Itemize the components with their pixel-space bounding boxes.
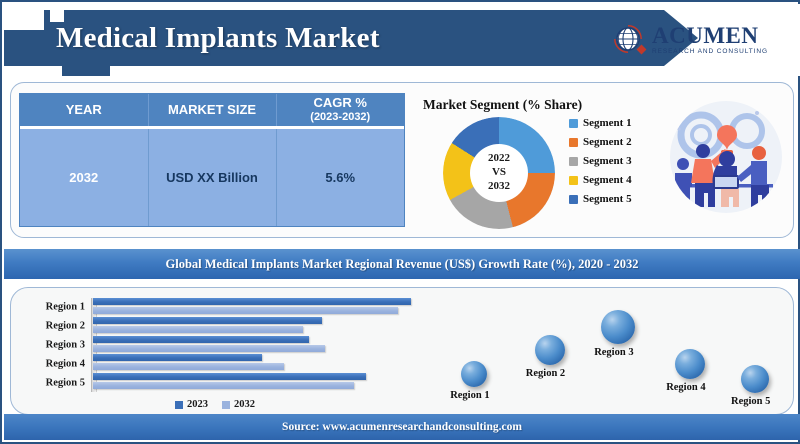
bar-legend-swatch-icon	[175, 400, 183, 409]
segment-chart-title: Market Segment (% Share)	[423, 97, 583, 112]
bar-2032	[93, 325, 303, 333]
bar-legend-item: 2023	[175, 399, 208, 410]
bar-2032	[93, 363, 284, 371]
header-notch-small	[50, 4, 64, 22]
bubble-point	[675, 349, 706, 380]
segment-legend: Segment 1 Segment 2 Segment 3 Segment 4 Segm…	[569, 117, 653, 205]
bar-category-label: Region 3	[45, 339, 85, 351]
legend-item-4: Segment 4	[569, 174, 653, 186]
market-summary-table: YEAR MARKET SIZE CAGR % (2023-2032) 2032…	[19, 93, 405, 227]
cell-market-size: USD XX Billion	[148, 127, 277, 226]
bubble-label: Region 5	[731, 396, 771, 408]
cagr-period: (2023-2032)	[310, 111, 371, 124]
cell-cagr: 5.6%	[276, 127, 404, 226]
legend-label: Segment 5	[583, 193, 632, 205]
bar-category-label: Region 4	[45, 358, 85, 370]
bar-legend-item: 2032	[222, 399, 255, 410]
header-notch	[4, 4, 44, 30]
bar-category-label: Region 5	[45, 377, 85, 389]
legend-label: Segment 3	[583, 155, 632, 167]
legend-swatch-icon	[569, 118, 578, 128]
bar-2032	[93, 344, 326, 352]
regional-bubble-chart: Region 1 Region 2 Region 3 Region 4 Region 5	[431, 290, 791, 414]
table-row: 2032 USD XX Billion 5.6%	[20, 127, 404, 226]
bar-group: Region 4	[46, 354, 411, 373]
bar-2032	[93, 307, 399, 314]
globe-icon	[612, 23, 647, 57]
segment-donut-chart: 2022 VS 2032	[443, 117, 555, 229]
bar-legend-label: 2032	[234, 399, 255, 410]
bubble-label: Region 1	[450, 390, 490, 402]
bubble-label: Region 4	[666, 382, 706, 394]
legend-swatch-icon	[569, 175, 578, 185]
bar-group: Region 1	[46, 298, 411, 317]
logo-tagline: RESEARCH AND CONSULTING	[652, 48, 768, 56]
legend-label: Segment 4	[583, 174, 632, 186]
header: Medical Implants Market ACUMEN RESEARCH …	[4, 4, 800, 76]
bar-2032	[93, 382, 354, 390]
legend-swatch-icon	[569, 156, 578, 166]
header-band	[4, 10, 698, 66]
regional-bar-chart: Region 1 Region 2 Region 3 Region 4 Region 5…	[25, 294, 415, 410]
cagr-label: CAGR %	[313, 95, 367, 110]
legend-item-1: Segment 1	[569, 117, 653, 129]
bar-legend-label: 2023	[187, 399, 208, 410]
bar-2023	[93, 335, 310, 343]
bar-2023	[93, 316, 322, 324]
bar-2023	[93, 298, 411, 305]
bubble-point	[741, 365, 769, 394]
cell-year: 2032	[20, 127, 149, 226]
bubble-label: Region 2	[525, 367, 566, 379]
bar-category-label: Region 2	[45, 320, 85, 332]
logo-name: ACUMEN	[652, 23, 759, 49]
table-header-row: YEAR MARKET SIZE CAGR % (2023-2032)	[20, 94, 404, 129]
summary-panel: YEAR MARKET SIZE CAGR % (2023-2032) 2032…	[10, 82, 794, 238]
bar-group: Region 5	[46, 373, 411, 392]
legend-label: Segment 1	[583, 117, 632, 129]
donut-center-line-2: VS	[491, 166, 507, 179]
charts-panel: Region 1 Region 2 Region 3 Region 4 Region 5…	[10, 287, 794, 415]
column-header-market-size: MARKET SIZE	[148, 94, 277, 129]
acumen-logo: ACUMEN RESEARCH AND CONSULTING	[612, 16, 792, 64]
bubble-point	[534, 334, 565, 365]
column-header-cagr: CAGR % (2023-2032)	[276, 94, 404, 129]
column-header-year: YEAR	[20, 94, 149, 129]
bar-category-label: Region 1	[45, 301, 85, 313]
legend-item-2: Segment 2	[569, 136, 653, 148]
legend-swatch-icon	[569, 194, 578, 204]
bar-2023	[93, 354, 262, 362]
bar-group: Region 2	[46, 316, 411, 336]
bar-chart-legend: 2023 2032	[175, 399, 255, 410]
bar-group: Region 3	[46, 335, 411, 355]
donut-center-line-3: 2032	[488, 179, 510, 192]
bar-legend-swatch-icon	[222, 400, 230, 409]
legend-swatch-icon	[569, 137, 578, 147]
source-text: Source: www.acumenresearchandconsulting.…	[282, 421, 522, 433]
header-tail	[62, 66, 110, 76]
bar-2023	[93, 373, 367, 381]
legend-label: Segment 2	[583, 136, 632, 148]
bubble-point	[461, 361, 488, 388]
page-title: Medical Implants Market	[56, 22, 380, 54]
section-banner-text: Global Medical Implants Market Regional …	[165, 256, 639, 271]
donut-center-label: 2022 VS 2032	[470, 144, 528, 202]
section-banner: Global Medical Implants Market Regional …	[4, 249, 800, 279]
bubble-label: Region 3	[594, 347, 634, 359]
donut-center-line-1: 2022	[488, 152, 510, 165]
legend-item-5: Segment 5	[569, 193, 653, 205]
footer: Source: www.acumenresearchandconsulting.…	[4, 414, 800, 440]
team-collaboration-illustration	[661, 95, 791, 227]
legend-item-3: Segment 3	[569, 155, 653, 167]
bubble-point	[601, 310, 636, 345]
